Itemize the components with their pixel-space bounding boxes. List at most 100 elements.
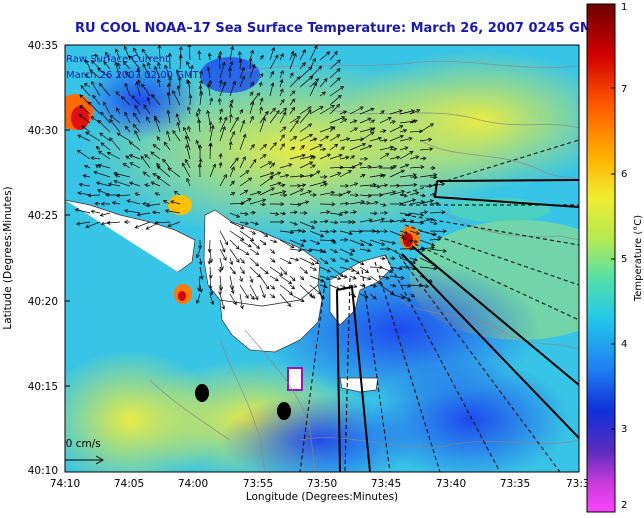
annotation-line-2: March 26 2007 02:00 GMT [66, 70, 200, 81]
current-vector [349, 106, 364, 115]
current-vector [239, 66, 245, 79]
current-vector [309, 106, 324, 115]
current-vector [279, 183, 286, 188]
current-vector [369, 136, 383, 142]
current-vector [97, 150, 111, 160]
current-vector [429, 175, 438, 180]
current-vector [84, 74, 91, 79]
current-vector [349, 248, 356, 252]
current-vector [319, 248, 327, 253]
current-vector [239, 211, 249, 216]
current-vector [319, 135, 330, 142]
current-vector [186, 106, 191, 115]
current-vector [89, 69, 101, 79]
current-vector [289, 293, 305, 302]
current-vector [339, 274, 348, 279]
current-vector [289, 119, 299, 133]
current-vector [289, 98, 296, 106]
current-vector [239, 75, 245, 88]
current-vector [399, 128, 408, 133]
current-vector [359, 201, 371, 206]
current-vector [319, 174, 328, 179]
current-vector [170, 200, 181, 205]
current-vector [379, 256, 386, 261]
current-vector [259, 187, 275, 196]
current-vector [259, 266, 269, 275]
current-vector [269, 171, 282, 178]
colorbar-tick: 4 [621, 339, 627, 350]
current-vector [249, 275, 254, 284]
current-vector [279, 239, 295, 249]
current-vector [279, 99, 285, 106]
colorbar-tick: 2 [621, 500, 627, 511]
current-vector [299, 266, 309, 274]
current-vector [409, 165, 425, 170]
current-vector [399, 283, 412, 288]
current-vector [136, 212, 151, 217]
current-vector [289, 116, 301, 124]
current-vector [229, 192, 236, 196]
scale-arrow [65, 455, 104, 465]
current-vector [289, 72, 294, 79]
current-vector [164, 64, 171, 79]
current-vector [249, 198, 267, 205]
current-vector [218, 79, 223, 88]
current-vector [239, 266, 245, 275]
current-vector [82, 174, 91, 178]
current-vector [207, 239, 212, 254]
current-vector [329, 239, 337, 244]
current-vector [99, 212, 111, 217]
current-vector [219, 126, 226, 142]
current-vector [114, 61, 121, 79]
current-vector [349, 284, 358, 289]
current-vector [196, 248, 201, 259]
current-vector [329, 165, 344, 170]
current-vector [195, 112, 201, 124]
y-tick-label: 40:35 [28, 40, 58, 52]
current-vector [249, 91, 254, 97]
current-vector [229, 257, 234, 266]
current-vector [136, 67, 141, 79]
current-vector [128, 154, 141, 160]
current-vector [379, 239, 397, 245]
current-vector [162, 200, 171, 205]
current-vector [153, 117, 161, 133]
current-vector [76, 221, 91, 226]
current-vector [83, 83, 91, 88]
current-vector [249, 210, 256, 215]
current-vector [389, 155, 401, 160]
current-vector [269, 266, 284, 276]
current-vector [359, 107, 375, 115]
current-vector [186, 60, 191, 70]
current-vector [209, 124, 215, 142]
current-vector [249, 221, 259, 226]
current-vector [400, 264, 410, 270]
current-vector [289, 52, 297, 70]
current-vector [228, 113, 233, 124]
current-vector [98, 82, 111, 97]
current-vector [430, 165, 436, 171]
current-vector [339, 118, 348, 124]
current-vector [229, 80, 236, 97]
current-vector [156, 162, 161, 169]
current-vector [379, 275, 390, 280]
current-vector [289, 76, 301, 88]
current-vector [269, 275, 279, 282]
current-vector [319, 266, 331, 273]
current-vector [97, 163, 111, 169]
current-vector [419, 266, 438, 271]
current-vector [259, 239, 267, 246]
colorbar-tick: 3 [621, 424, 627, 435]
current-vector [239, 156, 246, 169]
current-vector [279, 257, 292, 265]
current-vector [319, 219, 329, 224]
current-vector [122, 163, 131, 169]
current-vector [359, 275, 372, 281]
current-vector [248, 57, 253, 70]
current-vector [399, 193, 408, 198]
current-vector [389, 190, 406, 196]
current-vector [309, 78, 320, 88]
current-vector [88, 101, 101, 115]
current-vector [209, 248, 214, 264]
current-vector [339, 237, 349, 242]
